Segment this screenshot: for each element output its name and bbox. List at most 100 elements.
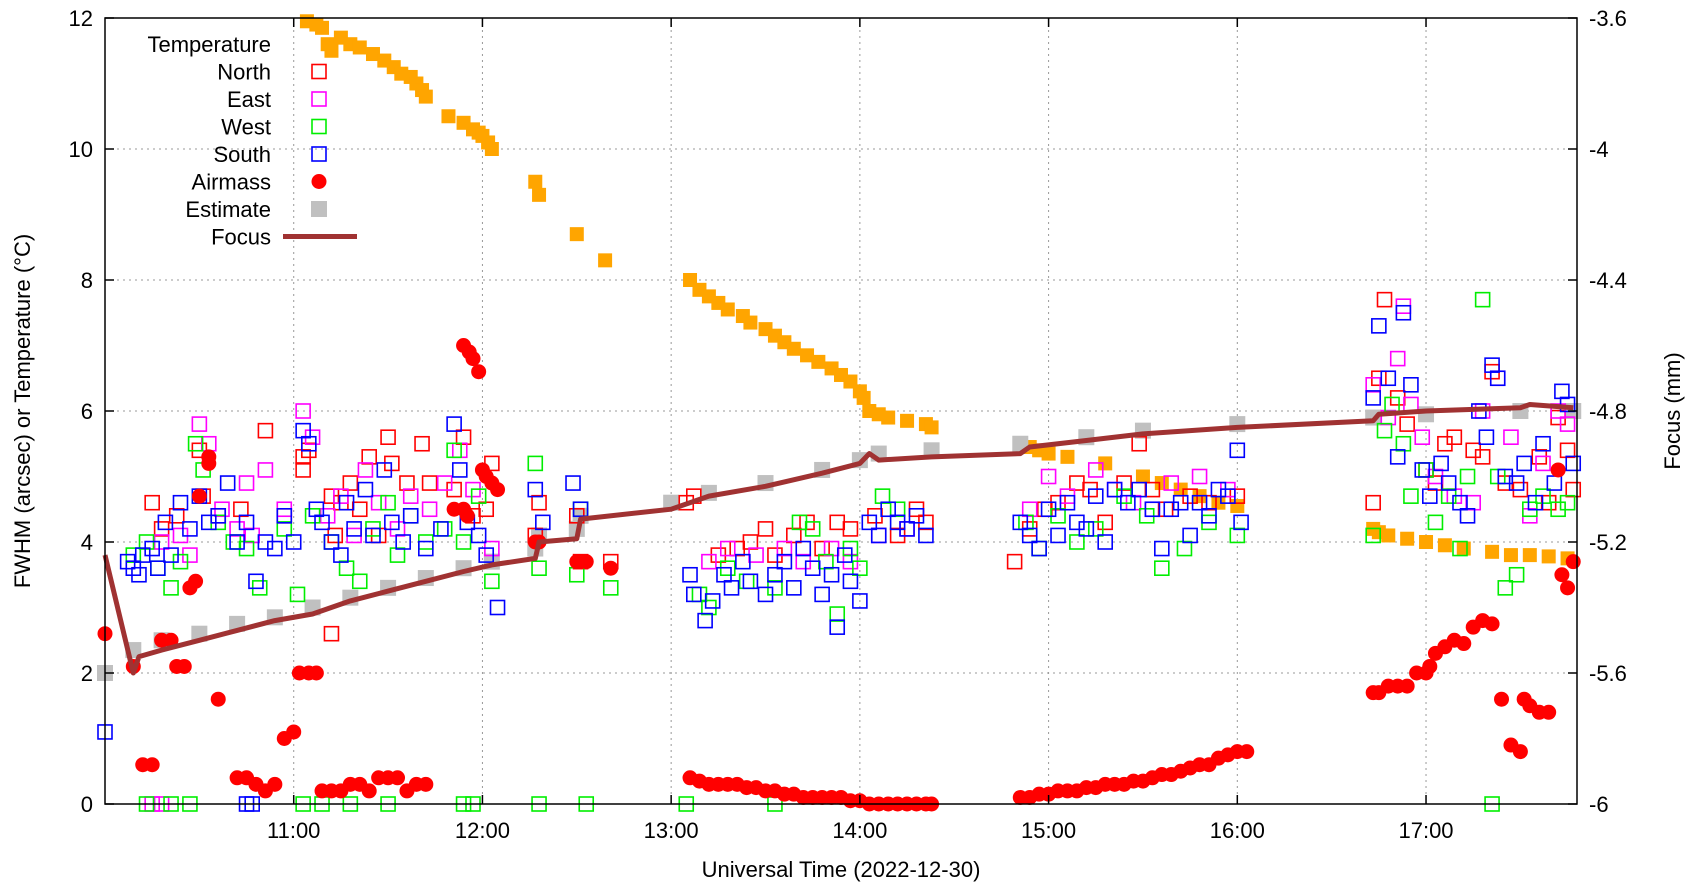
west-point: [1427, 514, 1444, 531]
temperature-point: [856, 390, 871, 405]
y-tick-label: 2: [81, 661, 93, 686]
east-point: [402, 488, 419, 504]
airmass-point: [390, 770, 406, 786]
south-point: [402, 507, 419, 524]
south-point: [144, 540, 160, 557]
series-south: [97, 304, 1582, 812]
temperature-point: [1154, 476, 1169, 491]
west-point: [484, 573, 500, 590]
airmass-point: [191, 488, 207, 504]
south-point: [1012, 514, 1029, 531]
temperature-point: [441, 109, 456, 124]
north-point: [842, 521, 859, 537]
north-point: [742, 534, 759, 550]
south-point: [446, 416, 462, 432]
airmass-point: [1550, 462, 1566, 478]
north-point: [399, 475, 415, 491]
temperature-point: [1456, 541, 1471, 556]
y-tick-label: 12: [69, 6, 93, 31]
north-point: [531, 494, 547, 511]
temperature-point: [1419, 535, 1434, 549]
east-point: [1191, 468, 1208, 485]
north-point: [361, 449, 378, 465]
south-point: [1414, 462, 1431, 478]
west-point: [1459, 468, 1476, 485]
south-point: [489, 599, 506, 616]
legend-symbol-south: [311, 146, 327, 162]
south-point: [1191, 494, 1208, 511]
x-axis-label: Universal Time (2022-12-30): [702, 857, 981, 882]
south-point: [1554, 383, 1570, 400]
south-point: [804, 560, 821, 577]
east-point: [1040, 468, 1057, 485]
west-point: [1087, 521, 1104, 537]
south-point: [163, 547, 179, 563]
airmass-point: [361, 783, 377, 799]
x-tick-label: 15:00: [1021, 818, 1076, 843]
y2-tick-label: -4.4: [1589, 268, 1627, 293]
south-point: [1233, 514, 1249, 531]
south-point: [742, 573, 759, 590]
airmass-point: [1456, 636, 1472, 652]
south-point: [1050, 527, 1066, 544]
south-point: [365, 527, 381, 544]
south-point: [418, 540, 434, 557]
south-point: [395, 534, 411, 550]
south-point: [1087, 488, 1104, 504]
south-point: [899, 521, 915, 537]
east-point: [191, 416, 208, 432]
south-point: [1182, 527, 1198, 544]
north-point: [323, 625, 340, 642]
south-point: [478, 547, 495, 563]
temperature-point: [924, 420, 939, 435]
temperature-point: [1522, 548, 1537, 563]
south-point: [842, 573, 859, 590]
temperature-point: [743, 315, 758, 330]
west-point: [1176, 540, 1193, 557]
south-point: [565, 475, 581, 491]
south-point: [1201, 507, 1217, 524]
south-point: [229, 534, 245, 550]
south-point: [238, 514, 255, 531]
west-point: [1508, 566, 1525, 583]
west-point: [380, 494, 396, 511]
y-tick-label: 8: [81, 268, 93, 293]
y2-axis-label: Focus (mm): [1660, 352, 1685, 469]
south-point: [131, 566, 147, 583]
west-point: [351, 573, 368, 590]
temperature-point: [1060, 449, 1075, 464]
legend-label-focus: Focus: [211, 225, 271, 250]
north-point: [233, 501, 249, 518]
south-point: [323, 534, 340, 550]
y2-tick-label: -4: [1589, 137, 1609, 162]
east-point: [436, 475, 453, 491]
west-point: [289, 586, 306, 603]
south-point: [823, 566, 840, 583]
temperature-point: [532, 187, 547, 202]
temperature-point: [418, 89, 433, 104]
south-point: [333, 547, 349, 563]
east-point: [776, 540, 793, 557]
airmass-point: [1494, 691, 1510, 707]
y-axis-label: FWHM (arcsec) or Temperature (°C): [10, 234, 35, 588]
airmass-point: [459, 508, 475, 524]
south-point: [1220, 488, 1236, 504]
west-point: [602, 580, 619, 596]
west-point: [1403, 488, 1419, 504]
south-point: [1097, 534, 1114, 550]
south-point: [814, 586, 830, 603]
east-point: [295, 403, 311, 419]
temperature-point: [1503, 548, 1518, 563]
airmass-point: [308, 665, 324, 681]
legend-label-east: East: [227, 87, 271, 112]
temperature-point: [1211, 495, 1226, 510]
south-point: [918, 527, 934, 544]
north-point: [814, 540, 830, 557]
east-point: [701, 553, 717, 570]
south-point: [786, 580, 802, 596]
south-point: [338, 494, 355, 511]
temperature-point: [1098, 456, 1113, 471]
temperature-point: [352, 40, 367, 55]
series-airmass: [97, 338, 1581, 812]
airmass-point: [603, 560, 619, 576]
